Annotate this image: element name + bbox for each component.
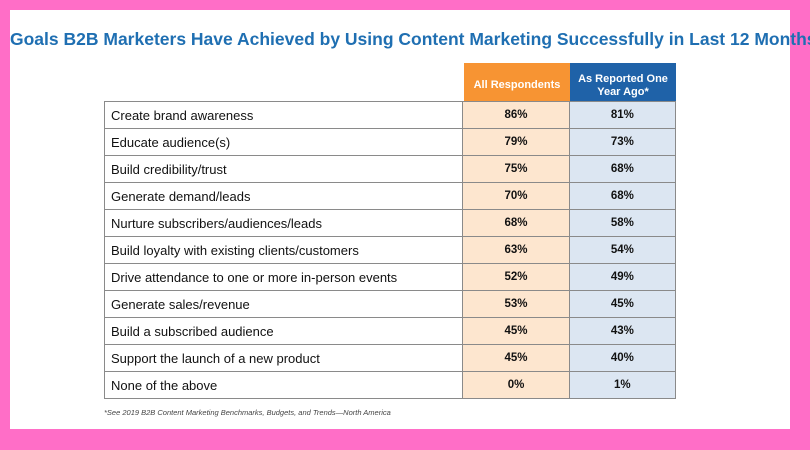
one-year-ago-value: 49% (568, 263, 677, 291)
goal-label: Create brand awareness (103, 101, 464, 129)
table-row: Drive attendance to one or more in-perso… (103, 263, 677, 291)
goal-label: Build a subscribed audience (103, 317, 464, 345)
one-year-ago-value: 68% (568, 155, 677, 183)
goal-label: Generate demand/leads (103, 182, 464, 210)
one-year-ago-value: 45% (568, 290, 677, 318)
goal-label: Support the launch of a new product (103, 344, 464, 372)
goal-label: Educate audience(s) (103, 128, 464, 156)
goal-label: Build loyalty with existing clients/cust… (103, 236, 464, 264)
all-respondents-value: 45% (462, 317, 570, 345)
table-row: None of the above 0% 1% (103, 371, 677, 399)
one-year-ago-value: 68% (568, 182, 677, 210)
all-respondents-value: 0% (462, 371, 570, 399)
all-respondents-value: 86% (462, 101, 570, 129)
one-year-ago-value: 54% (568, 236, 677, 264)
one-year-ago-value: 58% (568, 209, 677, 237)
table-row: Nurture subscribers/audiences/leads 68% 58… (103, 209, 677, 237)
footnote: *See 2019 B2B Content Marketing Benchmar… (104, 408, 391, 417)
goal-label: None of the above (103, 371, 464, 399)
all-respondents-value: 68% (462, 209, 570, 237)
goals-table-body: Create brand awareness 86% 81% Educate audi… (103, 101, 677, 399)
column-header-one-year-ago: As Reported One Year Ago* (570, 63, 676, 108)
goal-label: Drive attendance to one or more in-perso… (103, 263, 464, 291)
one-year-ago-value: 73% (568, 128, 677, 156)
all-respondents-value: 63% (462, 236, 570, 264)
table-row: Educate audience(s) 79% 73% (103, 128, 677, 156)
goal-label: Build credibility/trust (103, 155, 464, 183)
table-row: Build a subscribed audience 45% 43% (103, 317, 677, 345)
table-row: Build loyalty with existing clients/cust… (103, 236, 677, 264)
one-year-ago-value: 81% (568, 101, 677, 129)
column-header-all-respondents: All Respondents (464, 63, 570, 108)
table-row: Build credibility/trust 75% 68% (103, 155, 677, 183)
all-respondents-value: 75% (462, 155, 570, 183)
table-row: Create brand awareness 86% 81% (103, 101, 677, 129)
table-row: Generate sales/revenue 53% 45% (103, 290, 677, 318)
all-respondents-value: 70% (462, 182, 570, 210)
one-year-ago-value: 40% (568, 344, 677, 372)
all-respondents-value: 79% (462, 128, 570, 156)
goal-label: Generate sales/revenue (103, 290, 464, 318)
one-year-ago-value: 43% (568, 317, 677, 345)
all-respondents-value: 45% (462, 344, 570, 372)
all-respondents-value: 52% (462, 263, 570, 291)
one-year-ago-value: 1% (568, 371, 677, 399)
chart-title: Goals B2B Marketers Have Achieved by Usi… (10, 29, 810, 49)
goal-label: Nurture subscribers/audiences/leads (103, 209, 464, 237)
table-row: Support the launch of a new product 45% 40… (103, 344, 677, 372)
table-row: Generate demand/leads 70% 68% (103, 182, 677, 210)
chart-card: Goals B2B Marketers Have Achieved by Usi… (10, 10, 810, 429)
goals-table: Create brand awareness 86% 81% Educate audi… (103, 101, 677, 399)
all-respondents-value: 53% (462, 290, 570, 318)
